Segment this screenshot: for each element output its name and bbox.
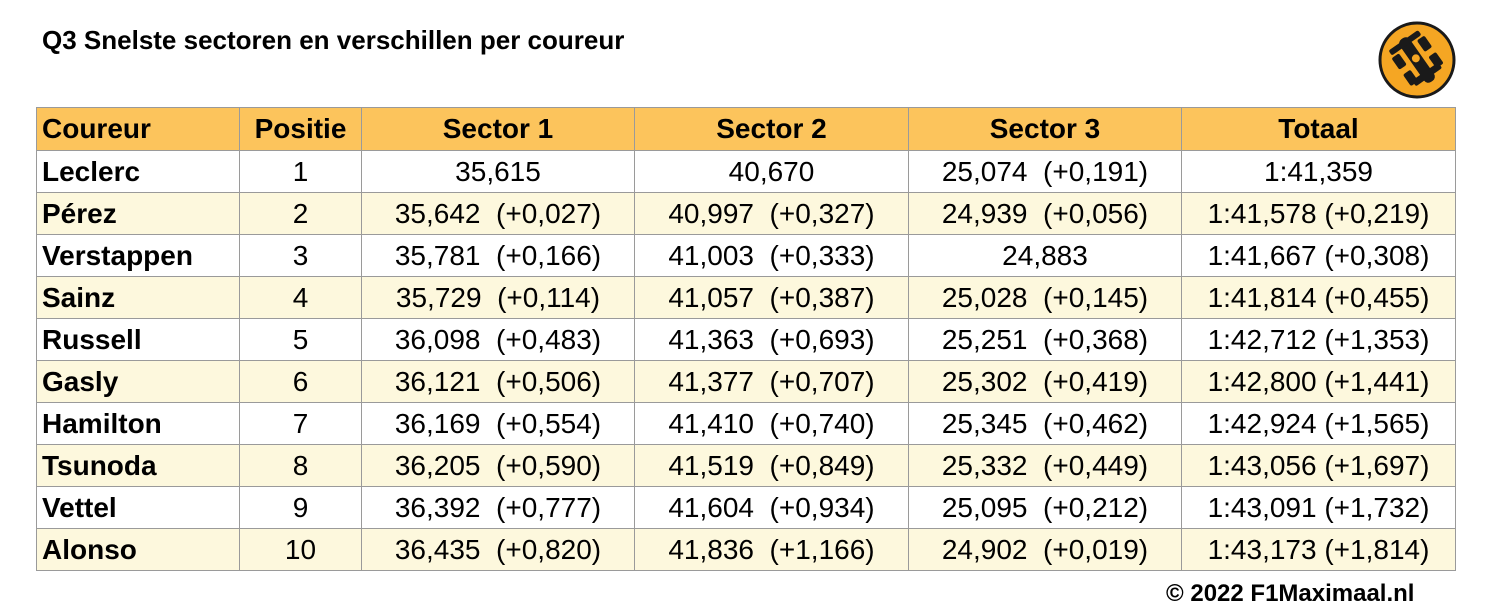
sector2-cell: 41,410 (+0,740) — [634, 402, 909, 445]
driver-name: Verstappen — [36, 234, 240, 277]
column-header: Positie — [239, 107, 362, 151]
table-row: Tsunoda 8 36,205 (+0,590) 41,519 (+0,849… — [36, 444, 1456, 487]
column-header: Totaal — [1181, 107, 1456, 151]
total-cell: 1:43,173 (+1,814) — [1181, 528, 1456, 571]
driver-name: Leclerc — [36, 150, 240, 193]
sector3-cell: 25,302 (+0,419) — [908, 360, 1182, 403]
sector2-cell: 41,377 (+0,707) — [634, 360, 909, 403]
sector3-cell: 25,251 (+0,368) — [908, 318, 1182, 361]
sector1-cell: 35,729 (+0,114) — [361, 276, 635, 319]
driver-name: Pérez — [36, 192, 240, 235]
sector1-cell: 35,781 (+0,166) — [361, 234, 635, 277]
total-cell: 1:43,056 (+1,697) — [1181, 444, 1456, 487]
table-row: Gasly 6 36,121 (+0,506) 41,377 (+0,707) … — [36, 360, 1456, 403]
position-cell: 8 — [239, 444, 362, 487]
column-header: Coureur — [36, 107, 240, 151]
driver-name: Vettel — [36, 486, 240, 529]
sector2-cell: 41,836 (+1,166) — [634, 528, 909, 571]
total-cell: 1:41,814 (+0,455) — [1181, 276, 1456, 319]
sector2-cell: 41,363 (+0,693) — [634, 318, 909, 361]
driver-name: Tsunoda — [36, 444, 240, 487]
column-header: Sector 2 — [634, 107, 909, 151]
position-cell: 9 — [239, 486, 362, 529]
total-cell: 1:41,359 — [1181, 150, 1456, 193]
position-cell: 1 — [239, 150, 362, 193]
sector3-cell: 24,902 (+0,019) — [908, 528, 1182, 571]
results-table: Coureur Positie Sector 1 Sector 2 Sector… — [36, 107, 1456, 571]
sector1-cell: 36,121 (+0,506) — [361, 360, 635, 403]
table-row: Russell 5 36,098 (+0,483) 41,363 (+0,693… — [36, 318, 1456, 361]
column-header: Sector 3 — [908, 107, 1182, 151]
position-cell: 10 — [239, 528, 362, 571]
sector3-cell: 24,883 — [908, 234, 1182, 277]
sector3-cell: 25,332 (+0,449) — [908, 444, 1182, 487]
total-cell: 1:41,578 (+0,219) — [1181, 192, 1456, 235]
position-cell: 3 — [239, 234, 362, 277]
position-cell: 6 — [239, 360, 362, 403]
race-car-icon — [1378, 21, 1456, 99]
sector1-cell: 35,642 (+0,027) — [361, 192, 635, 235]
sector3-cell: 25,345 (+0,462) — [908, 402, 1182, 445]
sector3-cell: 25,074 (+0,191) — [908, 150, 1182, 193]
total-cell: 1:42,924 (+1,565) — [1181, 402, 1456, 445]
table-row: Alonso 10 36,435 (+0,820) 41,836 (+1,166… — [36, 528, 1456, 571]
position-cell: 7 — [239, 402, 362, 445]
total-cell: 1:41,667 (+0,308) — [1181, 234, 1456, 277]
driver-name: Sainz — [36, 276, 240, 319]
sector1-cell: 36,169 (+0,554) — [361, 402, 635, 445]
sector2-cell: 40,670 — [634, 150, 909, 193]
sector2-cell: 41,003 (+0,333) — [634, 234, 909, 277]
sector3-cell: 25,028 (+0,145) — [908, 276, 1182, 319]
driver-name: Hamilton — [36, 402, 240, 445]
driver-name: Gasly — [36, 360, 240, 403]
table-row: Verstappen 3 35,781 (+0,166) 41,003 (+0,… — [36, 234, 1456, 277]
table-row: Pérez 2 35,642 (+0,027) 40,997 (+0,327) … — [36, 192, 1456, 235]
copyright-notice: © 2022 F1Maximaal.nl — [1166, 580, 1415, 607]
table-row: Hamilton 7 36,169 (+0,554) 41,410 (+0,74… — [36, 402, 1456, 445]
driver-name: Russell — [36, 318, 240, 361]
total-cell: 1:43,091 (+1,732) — [1181, 486, 1456, 529]
sector2-cell: 40,997 (+0,327) — [634, 192, 909, 235]
sector2-cell: 41,057 (+0,387) — [634, 276, 909, 319]
sector1-cell: 35,615 — [361, 150, 635, 193]
position-cell: 4 — [239, 276, 362, 319]
table-header-row: Coureur Positie Sector 1 Sector 2 Sector… — [36, 107, 1456, 151]
position-cell: 5 — [239, 318, 362, 361]
total-cell: 1:42,712 (+1,353) — [1181, 318, 1456, 361]
sector2-cell: 41,519 (+0,849) — [634, 444, 909, 487]
position-cell: 2 — [239, 192, 362, 235]
column-header: Sector 1 — [361, 107, 635, 151]
sector3-cell: 24,939 (+0,056) — [908, 192, 1182, 235]
sector1-cell: 36,392 (+0,777) — [361, 486, 635, 529]
sector1-cell: 36,205 (+0,590) — [361, 444, 635, 487]
total-cell: 1:42,800 (+1,441) — [1181, 360, 1456, 403]
table-row: Sainz 4 35,729 (+0,114) 41,057 (+0,387) … — [36, 276, 1456, 319]
sector1-cell: 36,435 (+0,820) — [361, 528, 635, 571]
table-row: Leclerc 1 35,615 40,670 25,074 (+0,191) … — [36, 150, 1456, 193]
driver-name: Alonso — [36, 528, 240, 571]
sector3-cell: 25,095 (+0,212) — [908, 486, 1182, 529]
sector1-cell: 36,098 (+0,483) — [361, 318, 635, 361]
table-row: Vettel 9 36,392 (+0,777) 41,604 (+0,934)… — [36, 486, 1456, 529]
page-title: Q3 Snelste sectoren en verschillen per c… — [42, 25, 625, 55]
sector2-cell: 41,604 (+0,934) — [634, 486, 909, 529]
